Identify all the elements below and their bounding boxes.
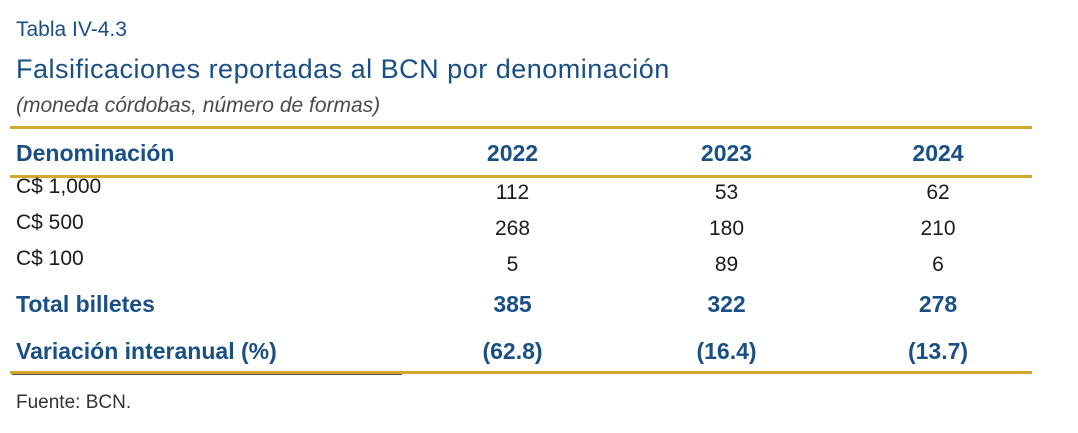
header-2022: 2022 (486, 139, 539, 166)
variation-value: (62.8) (482, 337, 543, 364)
header-rule (10, 175, 1032, 178)
cell-value: 89 (714, 253, 739, 276)
variation-row: Variación interanual (%) (62.8) (16.4) (… (16, 325, 1048, 377)
table-label: Tabla IV-4.3 (16, 18, 127, 41)
variation-value: (16.4) (696, 337, 757, 364)
total-value: 322 (707, 290, 746, 317)
variation-value: (13.7) (907, 337, 969, 364)
total-row: Total billetes 385 322 278 (16, 283, 1048, 325)
table-row: C$ 1,000 112 53 62 (16, 175, 1048, 211)
cell-value: 180 (708, 217, 745, 240)
row-label: C$ 100 (16, 247, 84, 270)
row-label: C$ 500 (16, 211, 84, 234)
table-row: C$ 100 5 89 6 (16, 247, 1048, 283)
header-2023: 2023 (700, 139, 753, 166)
cell-value: 112 (495, 181, 530, 204)
table-row: C$ 500 268 180 210 (16, 211, 1048, 247)
cell-value: 62 (926, 181, 950, 204)
table-title: Falsificaciones reportadas al BCN por de… (16, 54, 670, 84)
cell-value: 6 (932, 253, 944, 276)
bottom-thin-rule (12, 374, 402, 375)
header-denomination: Denominación (16, 139, 175, 166)
counterfeit-table: Denominación 2022 2023 2024 C$ 1,000 112… (16, 131, 1048, 377)
table-subtitle: (moneda córdobas, número de formas) (16, 94, 381, 117)
header-row: Denominación 2022 2023 2024 (16, 131, 1048, 175)
cell-value: 210 (920, 217, 956, 240)
bottom-rule (10, 371, 1032, 374)
source-note: Fuente: BCN. (16, 392, 132, 413)
top-rule (10, 126, 1032, 129)
total-label: Total billetes (16, 290, 155, 317)
row-label: C$ 1,000 (16, 175, 102, 198)
cell-value: 53 (714, 181, 739, 204)
cell-value: 268 (494, 217, 531, 240)
header-2024: 2024 (912, 139, 964, 166)
variation-label: Variación interanual (%) (16, 337, 277, 364)
cell-value: 5 (506, 253, 519, 276)
total-value: 385 (493, 290, 532, 317)
total-value: 278 (918, 290, 958, 317)
